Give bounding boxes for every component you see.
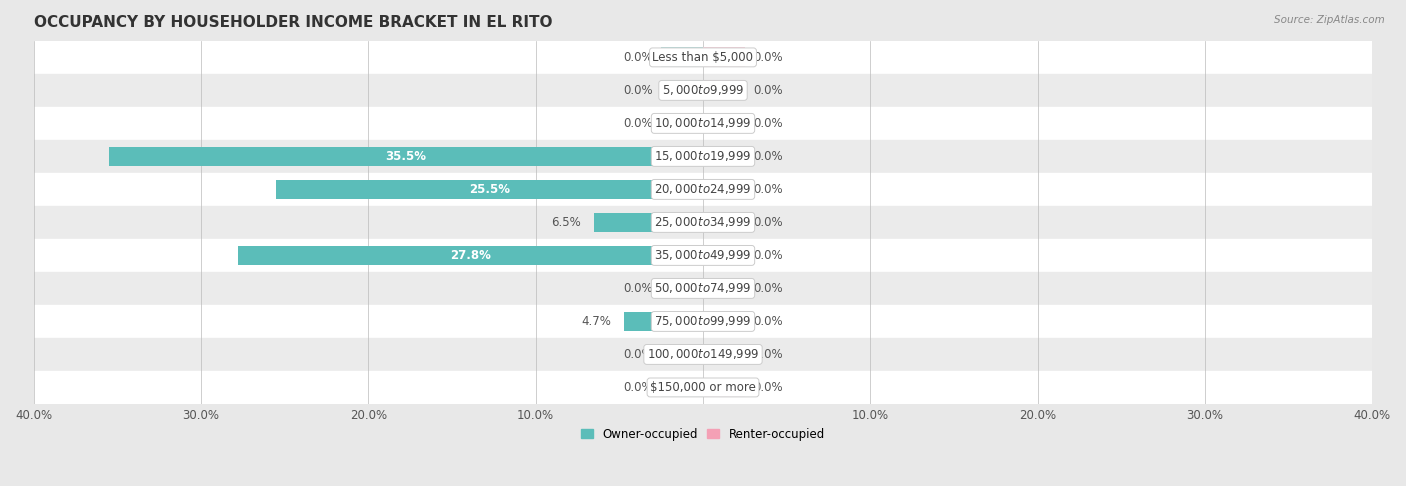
Text: Source: ZipAtlas.com: Source: ZipAtlas.com [1274, 15, 1385, 25]
Bar [661, 179, 703, 199]
Text: 0.0%: 0.0% [754, 84, 783, 97]
Bar [703, 278, 745, 298]
Bar [703, 114, 745, 133]
Text: Less than $5,000: Less than $5,000 [652, 51, 754, 64]
Bar [34, 371, 1372, 404]
Bar [661, 245, 703, 265]
Text: $25,000 to $34,999: $25,000 to $34,999 [654, 215, 752, 229]
Bar [703, 81, 745, 100]
Bar [703, 345, 745, 364]
Bar [34, 107, 1372, 140]
Text: 4.7%: 4.7% [581, 315, 612, 328]
Text: OCCUPANCY BY HOUSEHOLDER INCOME BRACKET IN EL RITO: OCCUPANCY BY HOUSEHOLDER INCOME BRACKET … [34, 15, 553, 30]
Bar [661, 378, 703, 398]
Text: $10,000 to $14,999: $10,000 to $14,999 [654, 117, 752, 130]
Text: 0.0%: 0.0% [754, 348, 783, 361]
Text: 0.0%: 0.0% [623, 282, 652, 295]
Bar [624, 312, 703, 331]
Text: 0.0%: 0.0% [754, 249, 783, 262]
Bar [276, 179, 703, 199]
Bar [34, 173, 1372, 206]
Text: $35,000 to $49,999: $35,000 to $49,999 [654, 248, 752, 262]
Bar [34, 338, 1372, 371]
Bar [34, 272, 1372, 305]
Text: $100,000 to $149,999: $100,000 to $149,999 [647, 347, 759, 362]
Text: $20,000 to $24,999: $20,000 to $24,999 [654, 182, 752, 196]
Bar [34, 140, 1372, 173]
Legend: Owner-occupied, Renter-occupied: Owner-occupied, Renter-occupied [576, 423, 830, 445]
Text: 0.0%: 0.0% [623, 348, 652, 361]
Text: 0.0%: 0.0% [754, 51, 783, 64]
Bar [34, 41, 1372, 74]
Text: 25.5%: 25.5% [470, 183, 510, 196]
Bar [661, 345, 703, 364]
Bar [661, 114, 703, 133]
Bar [703, 378, 745, 398]
Text: $50,000 to $74,999: $50,000 to $74,999 [654, 281, 752, 295]
Text: 0.0%: 0.0% [623, 117, 652, 130]
Text: $150,000 or more: $150,000 or more [650, 381, 756, 394]
Text: 0.0%: 0.0% [754, 315, 783, 328]
Bar [661, 48, 703, 67]
Bar [703, 212, 745, 232]
Text: 27.8%: 27.8% [450, 249, 491, 262]
Bar [595, 212, 703, 232]
Text: 0.0%: 0.0% [754, 216, 783, 229]
Bar [661, 278, 703, 298]
Text: 0.0%: 0.0% [754, 381, 783, 394]
Bar [703, 48, 745, 67]
Text: $5,000 to $9,999: $5,000 to $9,999 [662, 84, 744, 97]
Text: 0.0%: 0.0% [623, 381, 652, 394]
Text: 0.0%: 0.0% [623, 51, 652, 64]
Text: 0.0%: 0.0% [754, 282, 783, 295]
Bar [703, 312, 745, 331]
Bar [661, 312, 703, 331]
Bar [703, 146, 745, 166]
Bar [703, 179, 745, 199]
Bar [661, 212, 703, 232]
Bar [238, 245, 703, 265]
Bar [34, 74, 1372, 107]
Bar [703, 245, 745, 265]
Text: 0.0%: 0.0% [623, 84, 652, 97]
Bar [108, 146, 703, 166]
Bar [34, 206, 1372, 239]
Bar [34, 305, 1372, 338]
Text: 0.0%: 0.0% [754, 183, 783, 196]
Text: $75,000 to $99,999: $75,000 to $99,999 [654, 314, 752, 329]
Text: 0.0%: 0.0% [754, 117, 783, 130]
Bar [34, 239, 1372, 272]
Bar [661, 81, 703, 100]
Text: 6.5%: 6.5% [551, 216, 581, 229]
Text: 0.0%: 0.0% [754, 150, 783, 163]
Bar [661, 146, 703, 166]
Text: 35.5%: 35.5% [385, 150, 426, 163]
Text: $15,000 to $19,999: $15,000 to $19,999 [654, 149, 752, 163]
